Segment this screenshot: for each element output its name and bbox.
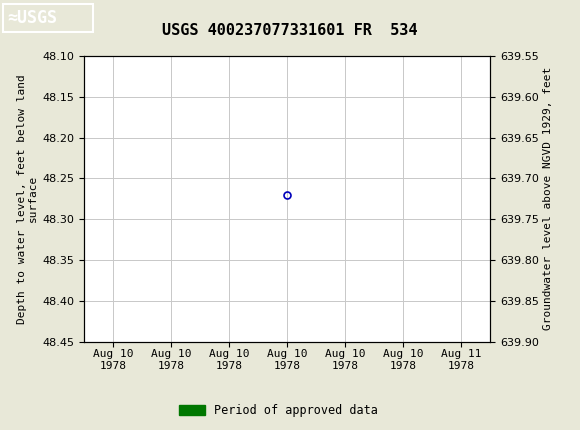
Text: ≈USGS: ≈USGS bbox=[7, 9, 57, 27]
Text: USGS 400237077331601 FR  534: USGS 400237077331601 FR 534 bbox=[162, 23, 418, 37]
Y-axis label: Depth to water level, feet below land
surface: Depth to water level, feet below land su… bbox=[17, 74, 38, 324]
Y-axis label: Groundwater level above NGVD 1929, feet: Groundwater level above NGVD 1929, feet bbox=[543, 67, 553, 331]
Legend: Period of approved data: Period of approved data bbox=[174, 399, 383, 422]
